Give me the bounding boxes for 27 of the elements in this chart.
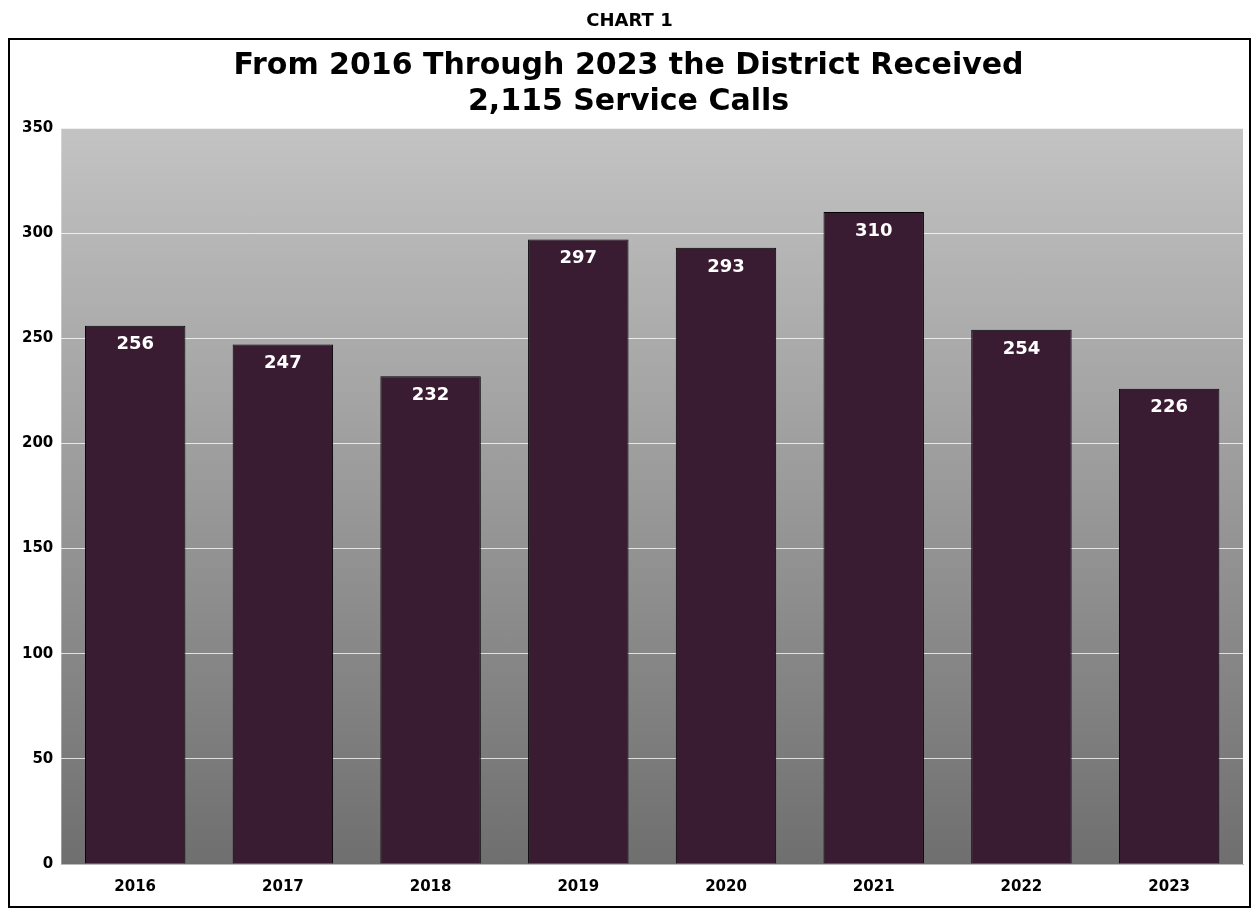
x-tick-label: 2016 [114,876,157,895]
y-tick-label: 300 [22,223,54,242]
data-label: 247 [264,351,302,373]
y-tick-label: 0 [42,853,54,872]
x-tick-label: 2022 [1000,876,1043,895]
caption: CHART 1 [585,8,674,32]
y-tick-label: 50 [32,748,54,767]
y-tick-label: 200 [22,433,54,452]
y-tick-label: 350 [22,117,54,136]
data-label: 297 [559,246,598,268]
x-tick-label: 2017 [262,876,304,895]
data-label: 310 [854,218,893,240]
y-tick-label: 100 [22,643,54,662]
data-label: 226 [1150,395,1188,417]
x-tick-label: 2018 [409,876,452,895]
x-tick-label: 2019 [557,876,600,895]
data-label: 293 [707,254,745,276]
data-label: 256 [116,332,154,354]
x-tick-label: 2020 [705,876,747,895]
data-label: 232 [411,382,450,404]
x-tick-label: 2021 [852,876,895,895]
text: From 2016 Through 2023 the District Received [233,45,1024,81]
y-tick-label: 150 [22,538,54,557]
text: 2,115 Service Calls [467,81,790,117]
x-tick-label: 2023 [1148,876,1191,895]
data-label: 254 [1002,336,1041,358]
y-tick-label: 250 [22,328,54,347]
